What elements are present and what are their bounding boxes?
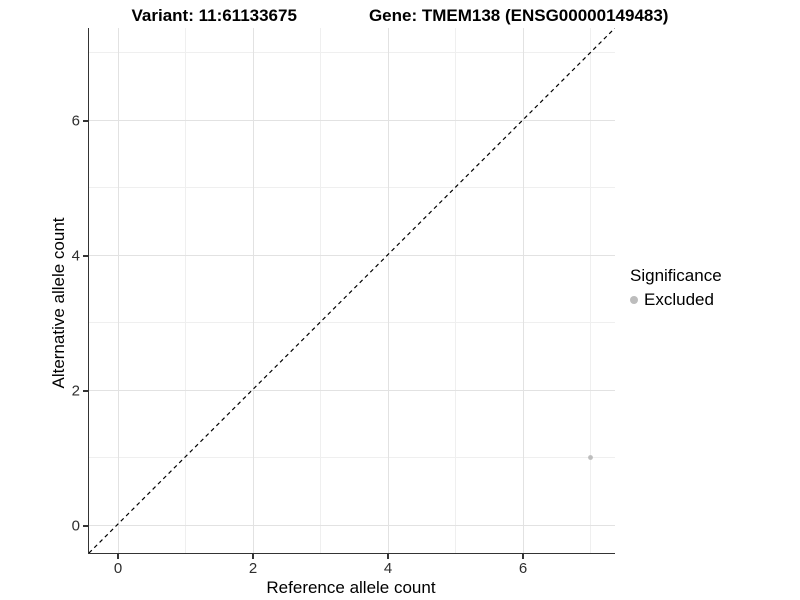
legend-title: Significance [630, 266, 722, 285]
x-tick-label: 2 [248, 560, 258, 577]
gridline-x-minor [590, 28, 591, 553]
y-tick [83, 120, 88, 122]
x-tick-label: 0 [113, 560, 123, 577]
gridline-x-minor [320, 28, 321, 553]
plot-panel [88, 28, 615, 554]
legend: Significance Excluded [630, 266, 722, 310]
x-tick [522, 554, 524, 559]
identity-line [89, 28, 615, 553]
y-tick [83, 525, 88, 527]
x-tick-label: 4 [383, 560, 393, 577]
gridline-y-major [89, 389, 615, 391]
gridline-y-minor [89, 322, 615, 323]
y-tick-label: 4 [71, 247, 80, 265]
x-tick [117, 554, 119, 559]
gridline-x-major [117, 28, 119, 553]
y-tick [83, 390, 88, 392]
y-tick [83, 255, 88, 257]
plot-title-gene: Gene: TMEM138 (ENSG00000149483) [368, 6, 669, 25]
x-tick [252, 554, 254, 559]
gridline-x-major [522, 28, 524, 553]
gridline-y-major [89, 254, 615, 256]
gridline-x-minor [185, 28, 186, 553]
legend-item-label: Excluded [644, 290, 714, 309]
x-axis-title: Reference allele count [266, 578, 436, 597]
gridline-x-major [387, 28, 389, 553]
y-tick-label: 2 [71, 382, 80, 400]
y-tick-label: 6 [71, 112, 80, 130]
plot-title-variant: Variant: 11:61133675 [131, 6, 297, 25]
gridline-x-minor [455, 28, 456, 553]
plot-title: Variant: 11:61133675 Gene: TMEM138 (ENSG… [0, 6, 800, 26]
panel-overlay [89, 28, 615, 553]
y-tick-label: 0 [71, 517, 80, 535]
gridline-y-major [89, 524, 615, 526]
x-tick-label: 6 [518, 560, 528, 577]
gridline-y-major [89, 119, 615, 121]
gridline-y-minor [89, 52, 615, 53]
x-tick [387, 554, 389, 559]
y-axis-title: Alternative allele count [49, 217, 68, 389]
legend-key-dot-icon [630, 296, 638, 304]
legend-item-excluded: Excluded [630, 290, 722, 310]
gridline-y-minor [89, 187, 615, 188]
data-point [588, 455, 593, 460]
gridline-x-major [252, 28, 254, 553]
gridline-y-minor [89, 457, 615, 458]
